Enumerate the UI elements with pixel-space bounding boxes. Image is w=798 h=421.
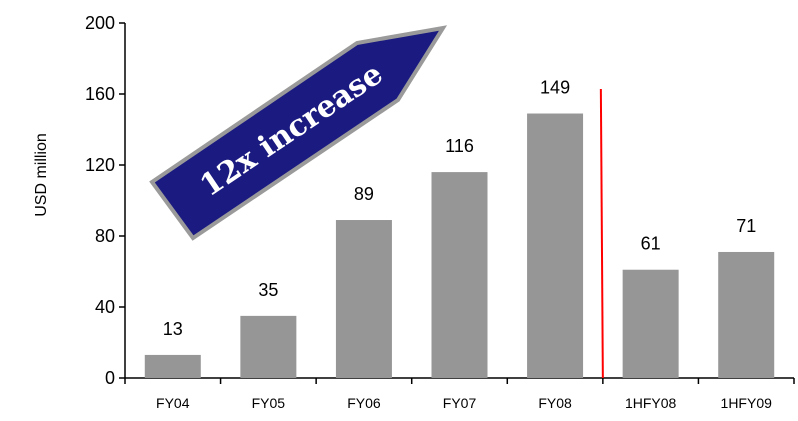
bar-value-label: 89 bbox=[354, 184, 374, 204]
bar-value-label: 149 bbox=[540, 78, 570, 98]
x-tick-label: FY06 bbox=[347, 395, 381, 411]
x-tick-label: 1HFY09 bbox=[721, 395, 773, 411]
bar-value-label: 35 bbox=[258, 280, 278, 300]
y-tick-label: 200 bbox=[85, 13, 115, 33]
bar bbox=[335, 220, 392, 378]
y-tick-label: 80 bbox=[95, 226, 115, 246]
growth-arrow-annotation: 12x increase bbox=[149, 25, 448, 241]
bar-value-label: 61 bbox=[641, 234, 661, 254]
bar bbox=[622, 269, 679, 378]
arrow-annotation-label: 12x increase bbox=[194, 56, 389, 203]
y-axis-label: USD million bbox=[33, 133, 50, 217]
bar bbox=[144, 354, 201, 378]
bar bbox=[718, 251, 775, 378]
data-labels: 13 35 89 116 149 61 71 bbox=[163, 78, 756, 339]
x-tick-label: FY04 bbox=[156, 395, 190, 411]
bar bbox=[527, 113, 584, 379]
y-tick-label: 40 bbox=[95, 297, 115, 317]
y-tick-label: 120 bbox=[85, 155, 115, 175]
x-tick-label: 1HFY08 bbox=[625, 395, 677, 411]
y-tick-label: 160 bbox=[85, 84, 115, 104]
axes bbox=[119, 22, 795, 384]
y-tick-label: 0 bbox=[105, 368, 115, 388]
x-tick-labels: FY04 FY05 FY06 FY07 FY08 1HFY08 1HFY09 bbox=[156, 395, 772, 411]
bar bbox=[240, 315, 297, 378]
x-tick-label: FY07 bbox=[443, 395, 477, 411]
period-separator-line bbox=[599, 88, 604, 379]
bar-value-label: 13 bbox=[163, 319, 183, 339]
y-tick-labels: 0 40 80 120 160 200 bbox=[85, 13, 115, 388]
bar-value-label: 71 bbox=[736, 216, 756, 236]
bars bbox=[144, 113, 775, 379]
x-tick-label: FY05 bbox=[252, 395, 286, 411]
bar-value-label: 116 bbox=[445, 136, 474, 156]
growth-arrow-icon bbox=[149, 25, 448, 241]
bar bbox=[431, 172, 488, 378]
x-tick-label: FY08 bbox=[538, 395, 572, 411]
